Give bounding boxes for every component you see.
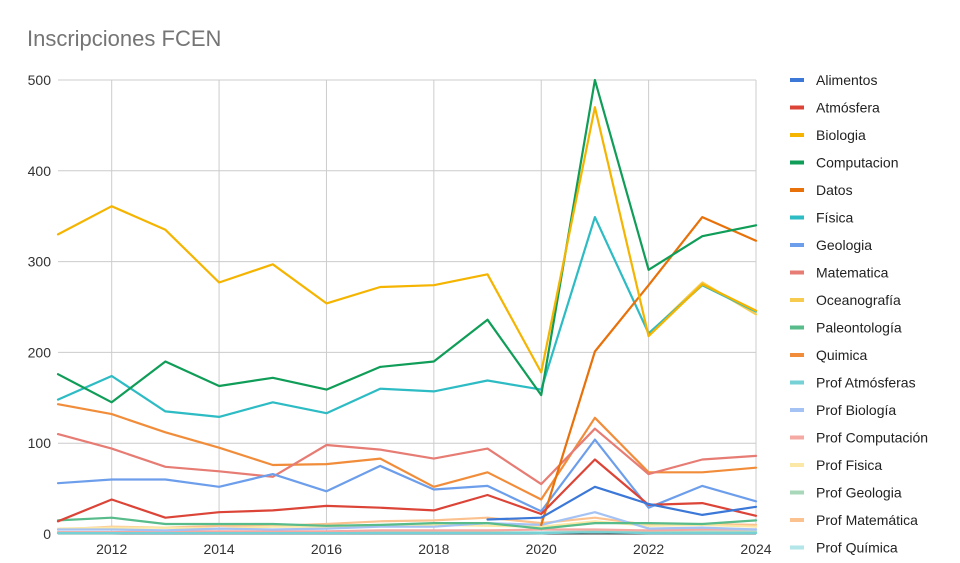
legend-label[interactable]: Atmósfera xyxy=(816,100,880,116)
series-line-prof-biología[interactable] xyxy=(56,511,758,532)
legend-label[interactable]: Prof Atmósferas xyxy=(816,375,916,391)
legend-label[interactable]: Física xyxy=(816,210,854,226)
legend-label[interactable]: Datos xyxy=(816,182,853,198)
series-lines xyxy=(56,78,758,535)
legend-label[interactable]: Prof Geologia xyxy=(816,485,902,501)
series-line-quimica[interactable] xyxy=(56,403,758,501)
y-tick-label: 100 xyxy=(28,435,52,451)
series-line-biologia[interactable] xyxy=(56,106,758,374)
chart-title: Inscripciones FCEN xyxy=(27,26,222,51)
series-line-oceanografía[interactable] xyxy=(647,281,758,336)
legend-label[interactable]: Prof Fisica xyxy=(816,457,882,473)
y-tick-label: 300 xyxy=(28,254,52,270)
grid-lines xyxy=(58,79,757,534)
legend-label[interactable]: Alimentos xyxy=(816,72,877,88)
legend-label[interactable]: Oceanografía xyxy=(816,292,901,308)
x-tick-label: 2014 xyxy=(203,541,234,557)
legend-label[interactable]: Prof Química xyxy=(816,540,898,556)
series-line-matematica[interactable] xyxy=(56,427,758,486)
x-tick-label: 2020 xyxy=(526,541,557,557)
x-tick-label: 2012 xyxy=(96,541,127,557)
legend-label[interactable]: Matematica xyxy=(816,265,889,281)
y-tick-label: 0 xyxy=(43,526,51,542)
legend-label[interactable]: Prof Computación xyxy=(816,430,928,446)
x-tick-label: 2018 xyxy=(418,541,449,557)
series-line-prof-atmósferas[interactable] xyxy=(56,531,758,535)
legend-label[interactable]: Prof Biología xyxy=(816,402,896,418)
series-line-atmósfera[interactable] xyxy=(56,458,758,523)
legend: Alimentos Atmósfera Biologia Computacion Dat… xyxy=(790,72,928,556)
series-line-alimentos[interactable] xyxy=(486,485,758,521)
legend-label[interactable]: Computacion xyxy=(816,155,899,171)
series-line-geologia[interactable] xyxy=(56,438,758,513)
x-tick-label: 2016 xyxy=(311,541,342,557)
x-tick-label: 2022 xyxy=(633,541,664,557)
y-tick-label: 500 xyxy=(28,72,52,88)
legend-label[interactable]: Quimica xyxy=(816,347,868,363)
x-tick-label: 2024 xyxy=(740,541,771,557)
legend-label[interactable]: Paleontología xyxy=(816,320,902,336)
series-line-paleontología[interactable] xyxy=(56,516,758,530)
tick-labels: 0 100 200 300 400 500 2012 2014 2016 2018 2020 2022… xyxy=(28,72,772,557)
y-tick-label: 400 xyxy=(28,163,52,179)
series-line-física[interactable] xyxy=(56,216,758,418)
legend-label[interactable]: Geologia xyxy=(816,237,872,253)
series-line-datos[interactable] xyxy=(540,216,758,527)
legend-label[interactable]: Prof Matemática xyxy=(816,512,918,528)
series-line-computacion[interactable] xyxy=(56,78,758,404)
series-line-prof-computación[interactable] xyxy=(56,528,758,534)
y-tick-label: 200 xyxy=(28,344,52,360)
legend-label[interactable]: Biologia xyxy=(816,127,866,143)
